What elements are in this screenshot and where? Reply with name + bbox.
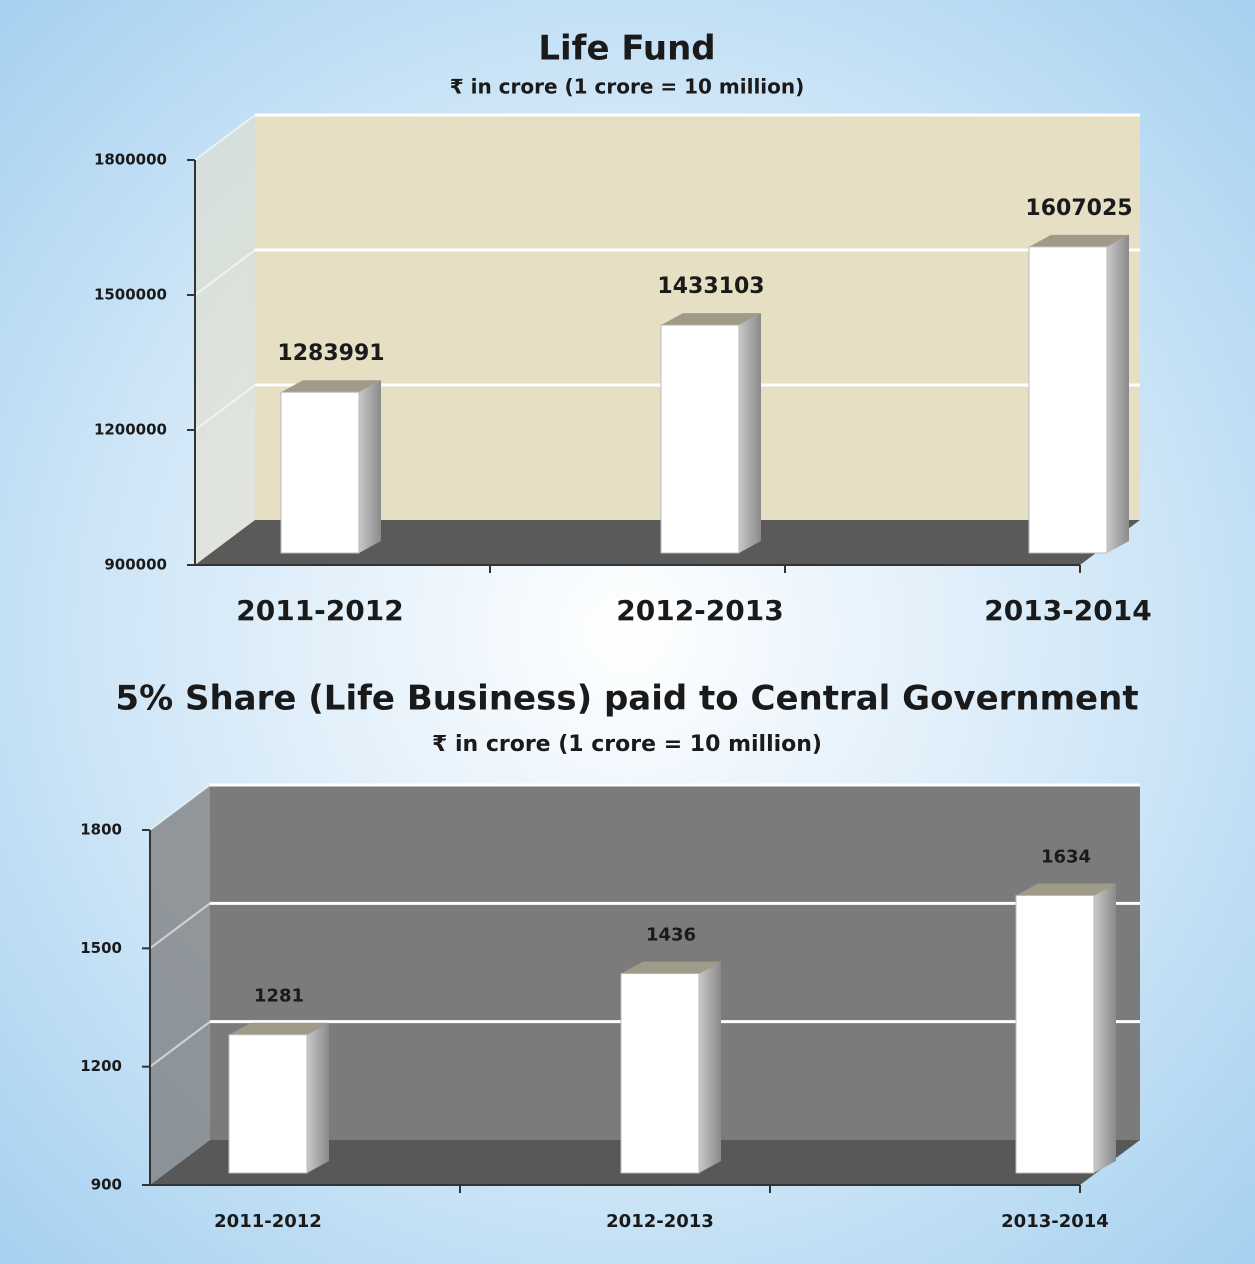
y-tick-label: 1200 xyxy=(80,1057,122,1075)
grid-line-side xyxy=(194,384,256,431)
bar xyxy=(228,1034,308,1174)
side-wall xyxy=(150,785,210,1185)
bar xyxy=(660,324,740,554)
y-tick-label: 1500000 xyxy=(94,286,167,304)
grid-line-side xyxy=(194,249,256,296)
value-label: 1281 xyxy=(254,986,304,1007)
y-tick-label: 900 xyxy=(91,1176,122,1194)
side-wall xyxy=(195,115,255,565)
x-tick-label: 2011-2012 xyxy=(236,594,403,627)
bar xyxy=(1015,894,1095,1174)
value-label: 1634 xyxy=(1041,846,1091,867)
bar-side xyxy=(359,380,381,553)
chart-subtitle: ₹ in crore (1 crore = 10 million) xyxy=(432,732,822,757)
bar xyxy=(1028,246,1108,554)
x-tick-label: 2012-2013 xyxy=(616,594,783,627)
bar-top xyxy=(1029,234,1129,247)
grid-line-side xyxy=(149,1020,211,1068)
y-tick-label: 1800000 xyxy=(94,151,167,169)
y-tick-label: 1200000 xyxy=(94,421,167,439)
value-label: 1433103 xyxy=(657,274,764,299)
y-tick-label: 1500 xyxy=(80,939,122,957)
grid-line-side xyxy=(194,114,256,161)
chart-title: 5% Share (Life Business) paid to Central… xyxy=(115,679,1138,719)
bar xyxy=(280,391,360,554)
x-tick-label: 2013-2014 xyxy=(984,594,1151,627)
x-tick-label: 2013-2014 xyxy=(1001,1211,1109,1232)
value-label: 1436 xyxy=(646,925,696,946)
value-label: 1607025 xyxy=(1025,196,1132,221)
bar-side xyxy=(1094,883,1116,1173)
bar-top xyxy=(661,313,761,326)
bar xyxy=(620,973,700,1174)
grid-line-side xyxy=(149,784,211,831)
bar-side xyxy=(1107,234,1129,553)
chart-title: Life Fund xyxy=(538,29,715,69)
y-tick-label: 900000 xyxy=(104,556,167,574)
bar-side xyxy=(739,313,761,553)
bar-top xyxy=(621,961,721,974)
grid-line-side xyxy=(149,902,211,950)
bar-top xyxy=(1016,883,1116,896)
chart-subtitle: ₹ in crore (1 crore = 10 million) xyxy=(450,75,805,99)
bar-top xyxy=(229,1022,329,1035)
bar-side xyxy=(307,1022,329,1173)
value-label: 1283991 xyxy=(277,341,384,366)
x-tick-label: 2011-2012 xyxy=(214,1211,322,1232)
x-tick-label: 2012-2013 xyxy=(606,1211,714,1232)
bar-top xyxy=(281,380,381,393)
y-tick-label: 1800 xyxy=(80,821,122,839)
bar-side xyxy=(699,961,721,1173)
